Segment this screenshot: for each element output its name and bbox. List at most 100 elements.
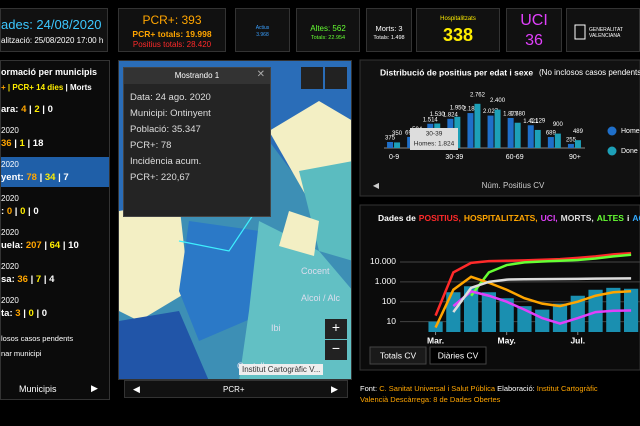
series-line: [452, 290, 632, 325]
value-label: 1.950: [450, 105, 466, 111]
row-date: 2020: [1, 296, 19, 305]
chart-subtitle: (No inclosos casos pendents d'assignar): [539, 68, 640, 77]
logo: GENERALITAT VALENCIANA: [589, 27, 623, 39]
bar: [567, 143, 574, 148]
municipi-row[interactable]: 2020 ta: 3 | 0 | 0: [1, 293, 109, 323]
municipi-row[interactable]: ara: 4 | 2 | 0: [1, 89, 109, 119]
arrow[interactable]: ▶: [331, 384, 338, 394]
zoom-in[interactable]: +: [325, 319, 347, 339]
date: ades: 24/08/2020: [1, 17, 102, 32]
bar: [507, 117, 514, 148]
actius-box: Actius 3.968: [235, 8, 290, 52]
bar: [517, 306, 532, 332]
bar: [624, 288, 639, 332]
value-label: 2.183: [463, 107, 479, 113]
row-date: 2020: [1, 194, 19, 203]
zoom-out[interactable]: −: [325, 340, 347, 360]
close[interactable]: ✕: [256, 69, 265, 80]
value-label: 350: [392, 131, 403, 137]
age-panel: [359, 59, 640, 197]
value-label: 1.877: [503, 112, 519, 118]
title-part: POSITIUS,: [419, 213, 461, 223]
altes: Altes: 562: [310, 24, 346, 33]
tab[interactable]: [369, 346, 427, 365]
row-values: yent: 78 | 34 | 7: [1, 172, 69, 183]
separator: |: [23, 308, 26, 319]
pcr: PCR+: 393: [142, 13, 202, 27]
legend-label: Done: [621, 148, 638, 155]
popup-line: Municipi: Ontinyent: [130, 108, 211, 119]
row-value: 64: [49, 240, 61, 251]
map-tab-label[interactable]: PCR+: [223, 385, 245, 394]
actius: 3.968: [256, 32, 269, 38]
row-date: 2020: [1, 160, 19, 169]
row-date: 2020: [1, 228, 19, 237]
pcr-total: PCR+ totals: 19.998: [132, 29, 212, 39]
arrow[interactable]: ▶: [91, 383, 98, 393]
row-value: 4: [49, 274, 55, 285]
row-value: 36: [1, 138, 12, 149]
bar: [434, 123, 441, 148]
row-value: 7: [63, 172, 69, 183]
row-values: ara: 4 | 2 | 0: [1, 104, 53, 115]
footer-source[interactable]: C. Sanitat Universal i Salut Pública: [379, 384, 496, 393]
morts-total: Totals: 1.498: [373, 35, 405, 41]
separator: |: [42, 104, 45, 115]
footer-elab[interactable]: Institut Cartogràfic: [536, 384, 598, 393]
value-label: 375: [385, 136, 396, 142]
y-tick-label: 1.000: [375, 276, 397, 286]
uci-label: UCI: [520, 12, 548, 29]
tooltip: [410, 128, 458, 150]
separator: |: [14, 138, 17, 149]
bar: [454, 116, 461, 148]
value-label: 594: [412, 127, 423, 133]
title-part: UCI,: [541, 213, 558, 223]
row-value: 0: [41, 308, 48, 319]
x-tick-label: 30-39: [445, 154, 463, 161]
footer-line2: Valencià Descàrrega: 8 de Dades Obertes: [360, 395, 500, 404]
bar: [499, 298, 514, 332]
altes-box: Altes: 562 Totals: 22.954: [296, 8, 360, 52]
action[interactable]: nar municipi: [1, 349, 42, 358]
arrow[interactable]: ◀: [133, 384, 140, 394]
bar: [574, 140, 581, 148]
municipi-row[interactable]: 2020 uela: 207 | 64 | 10: [1, 225, 109, 255]
legend-label: Home: [621, 128, 640, 135]
municipi-row[interactable]: 2020 yent: 78 | 34 | 7: [1, 157, 109, 187]
row-value: 7: [35, 274, 42, 285]
map-tab: ◀ PCR+ ▶: [124, 380, 348, 398]
bar: [535, 309, 550, 332]
uci: 36: [525, 32, 543, 49]
home-button[interactable]: [301, 67, 323, 89]
separator: |: [62, 240, 66, 251]
tab[interactable]: [429, 346, 487, 365]
bar: [407, 136, 414, 148]
row-date: 2020: [1, 126, 19, 135]
municipi-row[interactable]: 2020 sa: 36 | 7 | 4: [1, 259, 109, 289]
municipi-row[interactable]: 2020 36 | 1 | 18: [1, 123, 109, 153]
row-value: 34: [44, 172, 56, 183]
x-tick-label: Mar.: [427, 335, 444, 345]
date-box: ades: 24/08/2020 alització: 25/08/2020 1…: [0, 8, 108, 52]
bar: [554, 133, 561, 148]
filter-item[interactable]: | Morts: [65, 83, 92, 92]
logo-icon: [574, 24, 586, 40]
chart-title: Distribució de positius per edat i sexe: [380, 67, 533, 77]
filter-item[interactable]: | PCR+ 14 dies: [7, 83, 64, 92]
bar: [447, 118, 454, 148]
positius-total: Positius totals: 28.420: [132, 40, 212, 49]
separator: |: [39, 172, 43, 183]
title-part: HOSPITALITZATS,: [464, 213, 538, 223]
footer-link[interactable]: 8 de Dades Obertes: [433, 395, 501, 404]
bar: [467, 113, 474, 148]
value-label: 1.580: [510, 111, 526, 117]
list-button[interactable]: [325, 67, 347, 89]
altes-total: Totals: 22.954: [310, 35, 346, 41]
tab[interactable]: Municipis: [19, 384, 57, 394]
filter-item[interactable]: +: [1, 83, 6, 92]
municipi-row[interactable]: 2020: 0 | 0 | 0: [1, 191, 109, 221]
row-values: uela: 207 | 64 | 10: [1, 240, 79, 251]
hosp: 338: [442, 25, 474, 45]
